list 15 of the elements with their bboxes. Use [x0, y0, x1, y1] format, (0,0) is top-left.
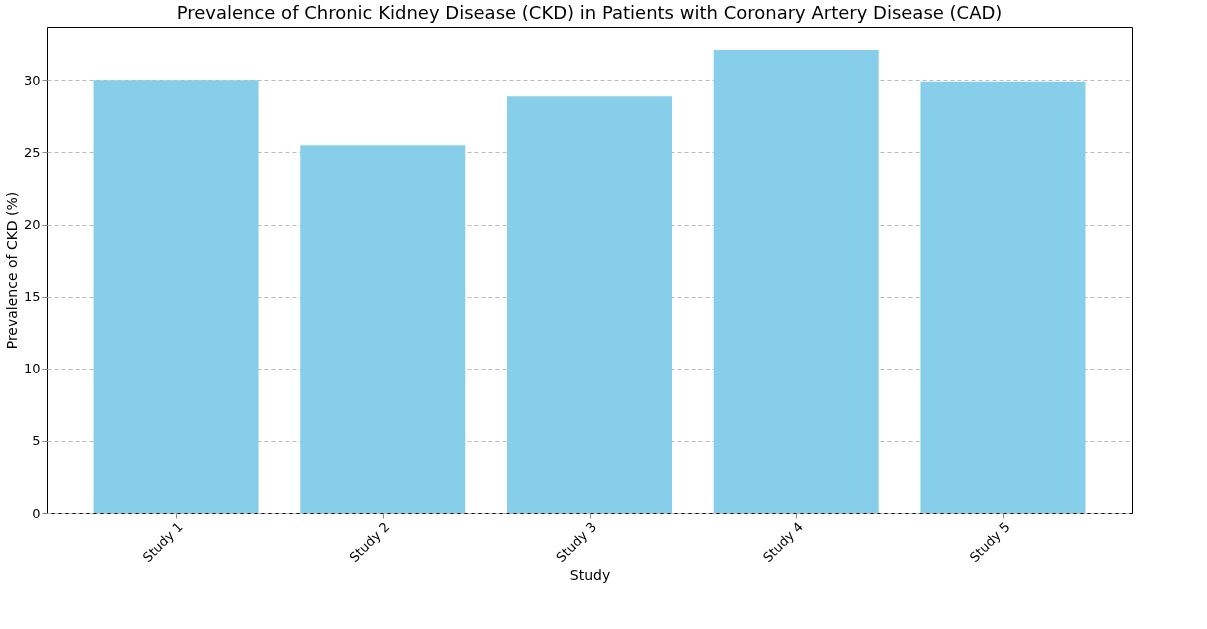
y-tick-label: 5	[32, 433, 41, 449]
y-tick-label: 20	[23, 217, 41, 233]
bar	[93, 80, 259, 513]
x-axis-title: Study	[569, 567, 611, 583]
bar	[300, 145, 466, 513]
y-tick-label: 15	[23, 289, 41, 305]
chart-title: Prevalence of Chronic Kidney Disease (CKD) in Patients with Coronary Artery Disease (CAD)	[176, 2, 1003, 23]
y-axis-title: Prevalence of CKD (%)	[3, 191, 20, 350]
y-tick-label: 0	[32, 505, 41, 521]
y-tick-label: 30	[23, 72, 41, 88]
y-tick-label: 10	[23, 361, 41, 377]
y-tick-label: 25	[23, 144, 41, 160]
bar	[920, 81, 1086, 513]
bar	[713, 50, 879, 513]
bar	[507, 96, 672, 513]
